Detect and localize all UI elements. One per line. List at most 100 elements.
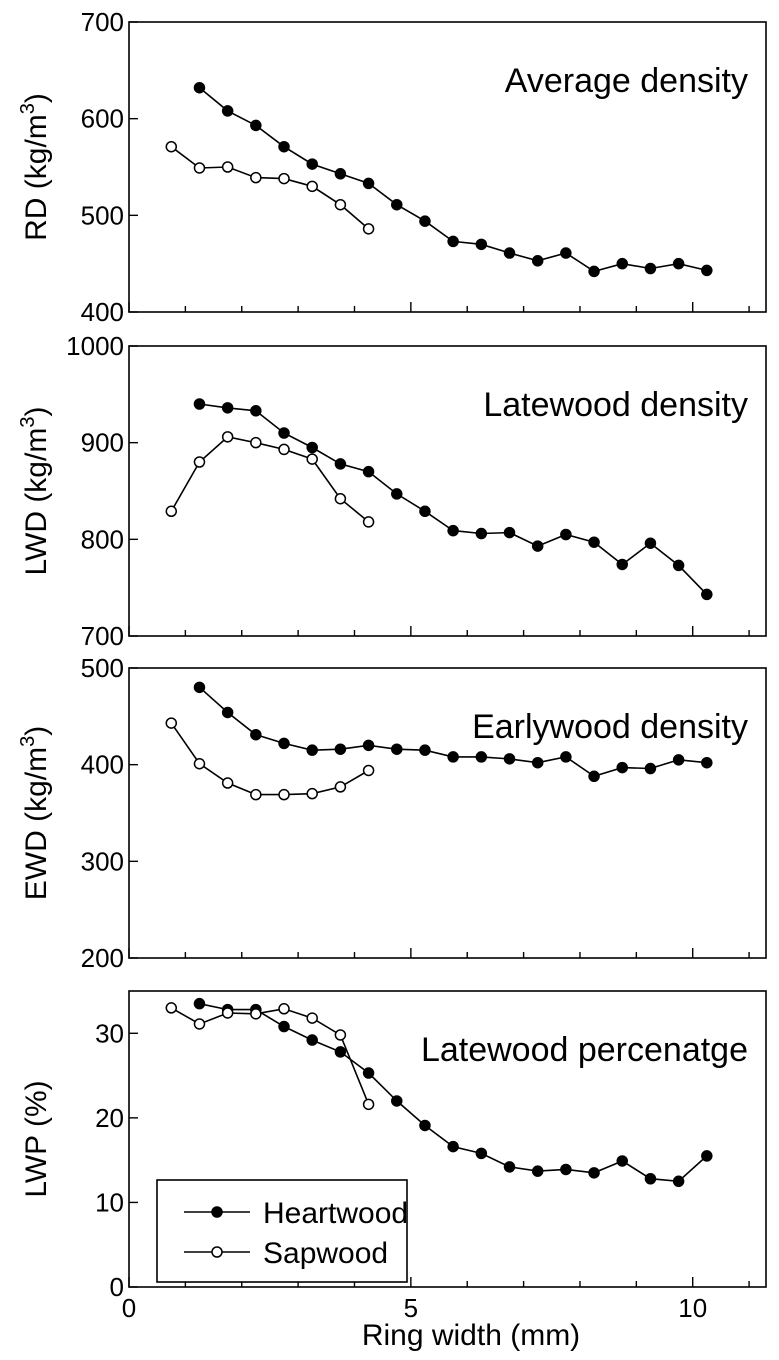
- data-point-heartwood: [672, 754, 685, 766]
- plot-frame: [128, 345, 767, 637]
- data-point-heartwood: [475, 751, 488, 763]
- data-point-heartwood: [362, 1067, 375, 1079]
- data-point-heartwood: [362, 465, 375, 478]
- data-point-heartwood: [306, 441, 318, 454]
- x-tick-label: 10: [678, 1293, 707, 1323]
- data-point-heartwood: [362, 739, 375, 752]
- data-point-heartwood: [588, 770, 600, 783]
- y-tick-label: 400: [81, 297, 124, 327]
- data-point-heartwood: [250, 405, 262, 417]
- data-point-sapwood: [250, 436, 262, 449]
- data-point-sapwood: [278, 788, 290, 801]
- data-point-sapwood: [306, 180, 318, 193]
- data-point-heartwood: [193, 681, 206, 694]
- data-point-heartwood: [306, 158, 318, 170]
- panel-title: Latewood percenatge: [421, 1031, 748, 1069]
- data-point-heartwood: [278, 1020, 290, 1033]
- data-point-heartwood: [306, 744, 318, 756]
- data-point-sapwood: [306, 1012, 318, 1024]
- data-point-sapwood: [334, 492, 347, 505]
- y-tick-label: 200: [81, 943, 124, 973]
- data-point-sapwood: [165, 717, 178, 729]
- data-point-heartwood: [560, 751, 572, 763]
- data-point-sapwood: [362, 1098, 375, 1111]
- data-point-sapwood: [250, 171, 262, 184]
- panel-3: 200 300 400 500 Earlywood density EWD (kg/m3): [17, 653, 767, 973]
- data-point-heartwood: [419, 744, 431, 756]
- data-point-sapwood: [165, 1002, 178, 1014]
- series-line-sapwood: [170, 146, 370, 230]
- data-point-sapwood: [165, 140, 178, 153]
- data-point-sapwood: [193, 456, 206, 468]
- data-point-sapwood: [221, 431, 234, 443]
- data-point-heartwood: [531, 540, 544, 552]
- data-point-heartwood: [193, 398, 206, 410]
- data-point-heartwood: [334, 743, 347, 755]
- data-point-heartwood: [701, 264, 713, 277]
- y-tick-label: 900: [81, 428, 124, 458]
- data-point-heartwood: [560, 1163, 572, 1176]
- data-point-heartwood: [701, 1150, 713, 1162]
- data-point-heartwood: [221, 402, 234, 414]
- plot-frame: [128, 990, 767, 1288]
- data-point-heartwood: [419, 505, 431, 518]
- y-tick-label: 20: [95, 1103, 124, 1133]
- data-point-heartwood: [672, 257, 685, 270]
- data-point-sapwood: [362, 223, 375, 235]
- legend-label-sapwood: Sapwood: [263, 1237, 388, 1270]
- y-tick-label: 500: [81, 653, 124, 683]
- data-point-heartwood: [588, 265, 600, 278]
- data-point-sapwood: [221, 161, 234, 173]
- legend-box: [156, 1179, 408, 1283]
- data-point-heartwood: [503, 526, 516, 539]
- data-point-heartwood: [503, 1161, 516, 1173]
- y-axis-label: RD (kg/m3): [17, 93, 53, 241]
- data-point-heartwood: [644, 762, 657, 775]
- data-point-heartwood: [475, 238, 488, 251]
- legend-label-heartwood: Heartwood: [263, 1197, 408, 1230]
- legend: Heartwood Sapwood: [156, 1179, 408, 1283]
- y-tick-label: 400: [81, 750, 124, 780]
- data-point-heartwood: [419, 215, 431, 227]
- y-tick-label: 500: [81, 200, 124, 230]
- series-line-heartwood: [199, 403, 708, 595]
- y-axis-label: EWD (kg/m3): [17, 726, 53, 900]
- data-point-heartwood: [701, 588, 713, 601]
- data-point-sapwood: [165, 505, 178, 518]
- data-point-heartwood: [531, 255, 544, 267]
- y-tick-label: 0: [110, 1272, 124, 1302]
- data-point-heartwood: [701, 756, 713, 769]
- data-point-heartwood: [672, 559, 685, 572]
- y-axis-label: LWD (kg/m3): [17, 407, 53, 576]
- data-point-heartwood: [193, 81, 206, 94]
- data-point-heartwood: [419, 1119, 431, 1132]
- data-point-heartwood: [447, 524, 459, 537]
- data-point-heartwood: [193, 997, 206, 1010]
- data-point-heartwood: [588, 536, 600, 548]
- data-point-heartwood: [616, 257, 629, 270]
- data-point-heartwood: [391, 743, 403, 755]
- data-point-heartwood: [334, 458, 347, 470]
- data-point-heartwood: [221, 706, 234, 719]
- data-point-heartwood: [447, 751, 459, 763]
- data-point-heartwood: [221, 105, 234, 117]
- data-point-heartwood: [250, 728, 262, 741]
- data-point-heartwood: [644, 262, 657, 275]
- data-point-heartwood: [644, 537, 657, 549]
- data-point-sapwood: [278, 443, 290, 456]
- data-point-heartwood: [306, 1034, 318, 1046]
- data-point-heartwood: [391, 488, 403, 500]
- data-point-sapwood: [193, 162, 206, 174]
- x-tick-label: 5: [404, 1293, 418, 1323]
- data-point-heartwood: [447, 235, 459, 248]
- data-point-heartwood: [616, 558, 629, 571]
- data-point-sapwood: [362, 764, 375, 777]
- data-point-sapwood: [221, 777, 234, 789]
- data-point-heartwood: [531, 756, 544, 769]
- data-point-heartwood: [531, 1165, 544, 1177]
- data-point-sapwood: [306, 787, 318, 800]
- data-point-heartwood: [503, 753, 516, 765]
- legend-marker: [211, 1206, 223, 1218]
